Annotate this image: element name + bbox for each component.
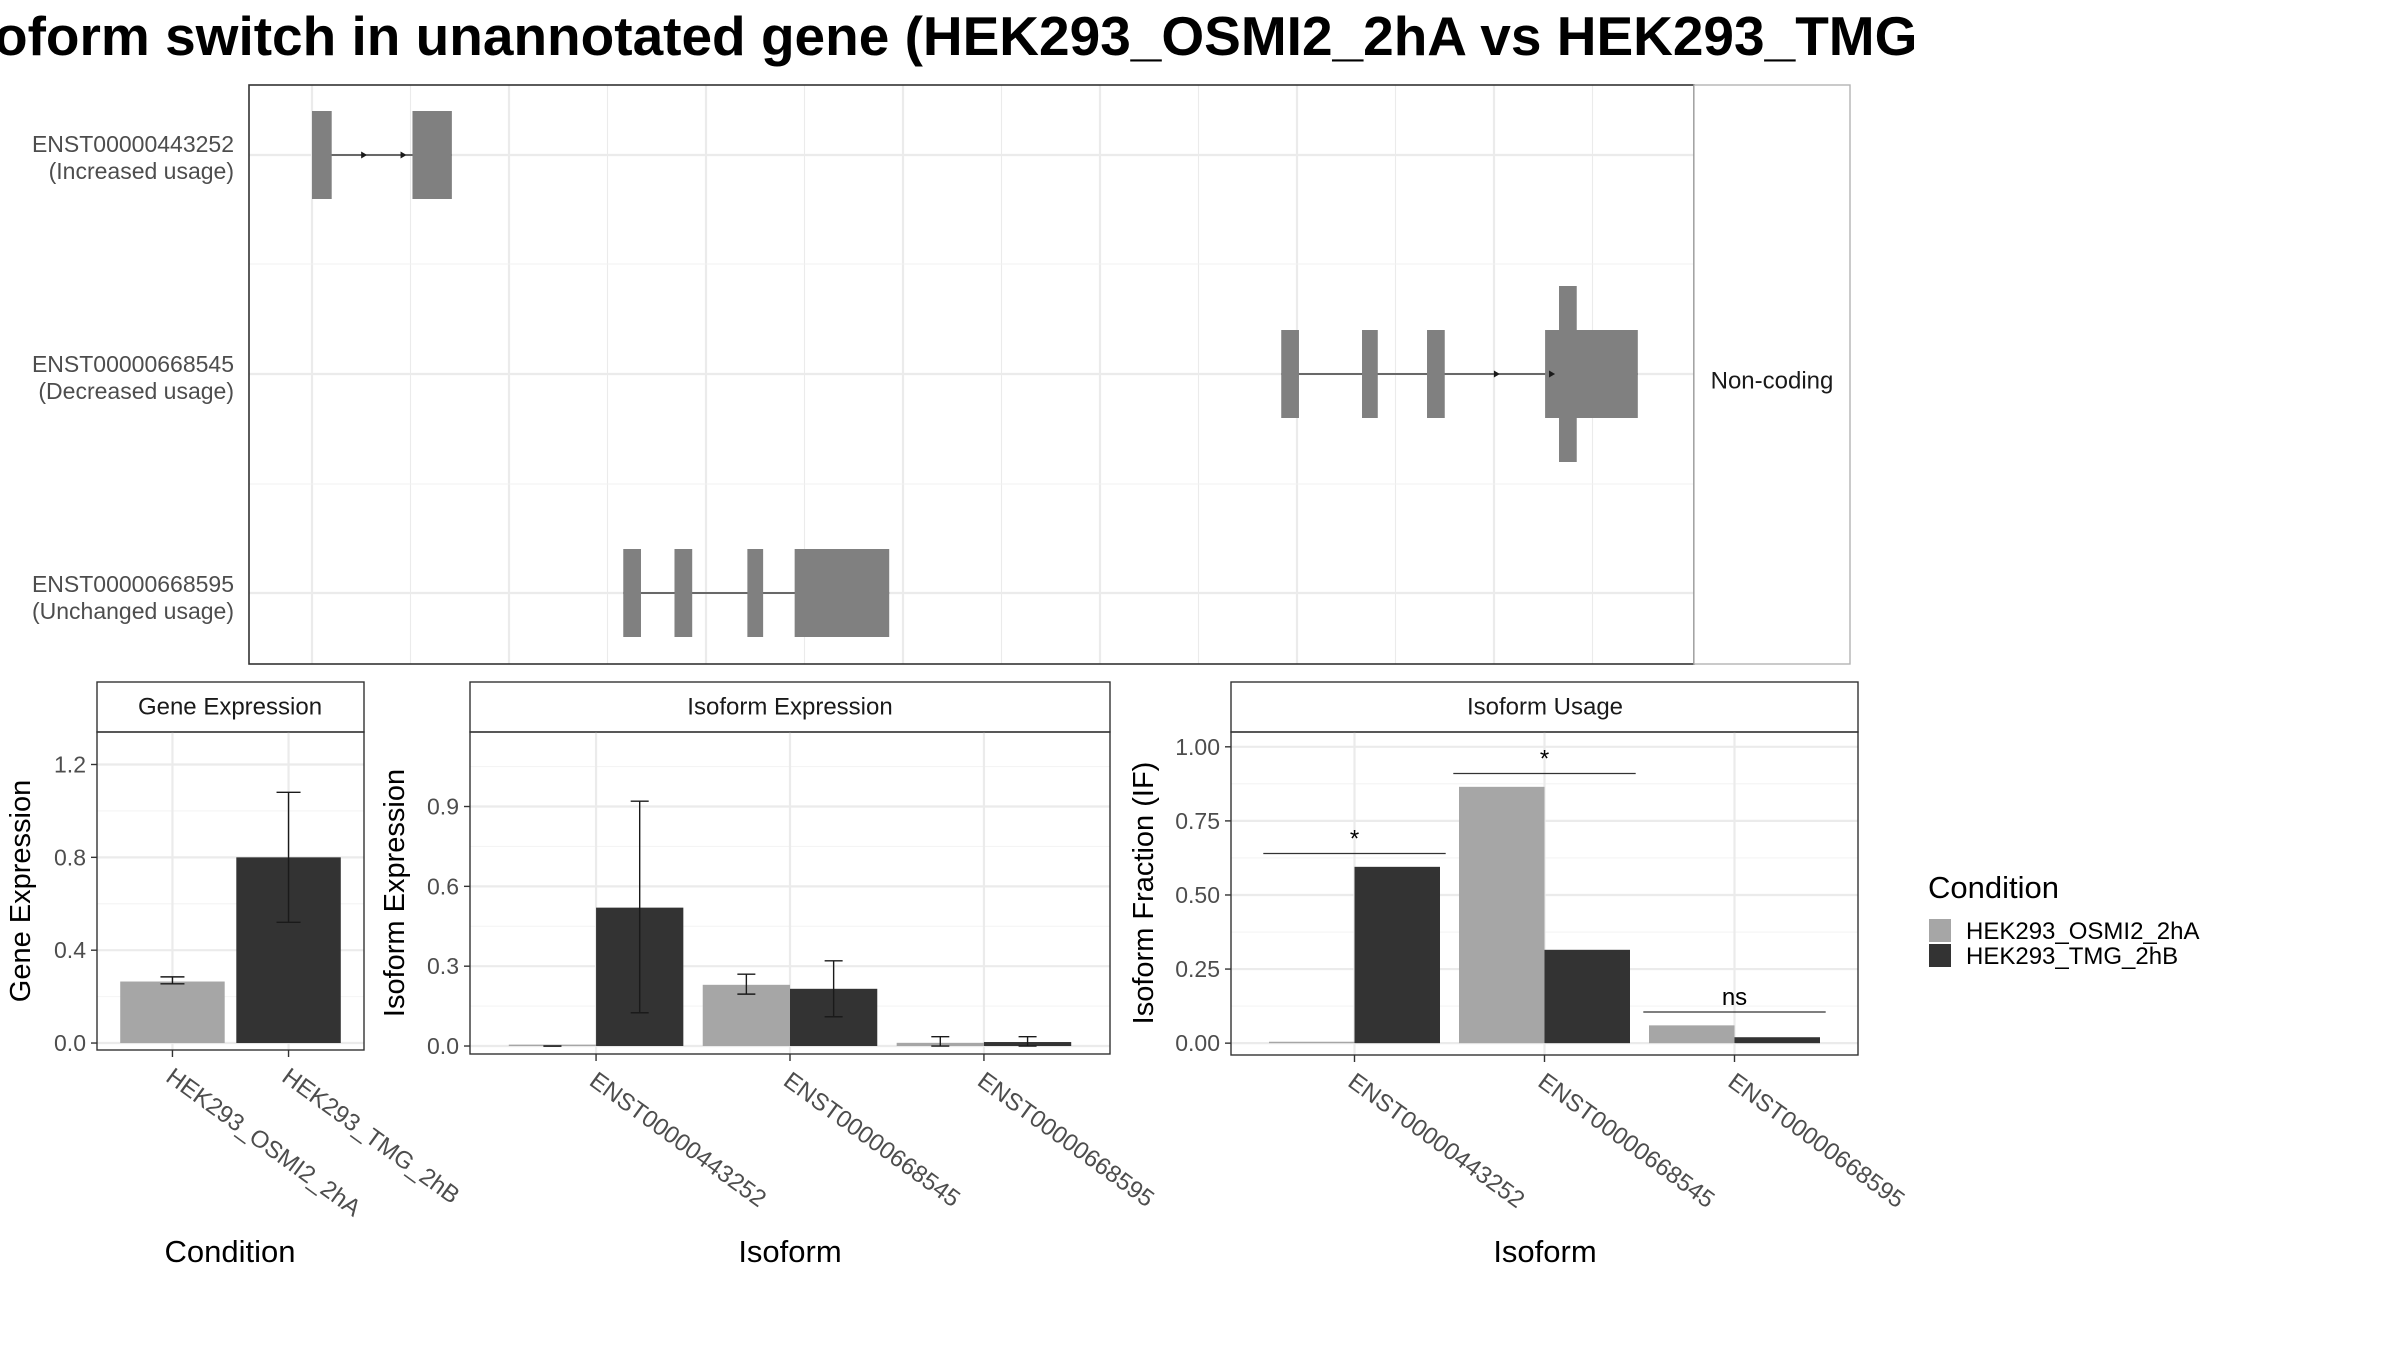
gene-expression-x-label: Condition [165,1234,296,1269]
bar [1649,1025,1735,1044]
y-tick-label: 0.9 [427,794,459,820]
legend-label-b: HEK293_TMG_2hB [1966,943,2178,970]
y-tick-label: 0.75 [1175,808,1220,834]
exon [1362,330,1378,418]
isoform-usage-x-label: Isoform [1493,1234,1596,1269]
legend-swatch-b [1929,944,1951,967]
y-tick-label: 0.3 [427,953,459,979]
x-tick-label: ENST00000443252 [1343,1068,1529,1214]
gene-tracks [312,111,1638,637]
x-tick-label: ENST00000668545 [778,1067,964,1213]
significance-label: * [1350,825,1359,852]
exon [674,549,693,637]
isoform-usage-y-ticks: 0.00 0.25 0.50 0.75 1.00 [1175,734,1231,1056]
gene-expression-title: Gene Expression [138,693,322,720]
isoform-labels: ENST00000443252 (Increased usage) ENST00… [32,131,234,624]
isoform-expression-panel: Isoform Expression 0.0 0.3 0.6 0.9 ENST0000… [379,681,1159,1269]
y-tick-label: 0.25 [1175,956,1220,982]
exon [1281,330,1299,418]
bar [1459,786,1545,1044]
isoform-usage-label: (Increased usage) [49,158,234,184]
bar [1354,866,1440,1044]
x-tick-label: ENST00000668595 [972,1067,1158,1213]
strand-arrow [400,151,407,159]
gene-expression-y-label: Gene Expression [5,780,37,1002]
bar [702,984,790,1047]
y-tick-label: 0.4 [54,937,86,963]
bar [1544,949,1630,1044]
isoform-usage-title: Isoform Usage [1467,693,1623,720]
exon [1559,286,1577,462]
x-tick-label: ENST00000443252 [585,1067,771,1213]
coding-strip-label: Non-coding [1711,367,1834,394]
isoform-usage-y-label: Isoform Fraction (IF) [1128,762,1160,1025]
exon [312,111,332,199]
legend: Condition HEK293_OSMI2_2hA HEK293_TMG_2h… [1928,870,2199,970]
coding-strip [1693,84,1851,665]
significance-label: ns [1722,984,1747,1011]
isoform-usage-strip [1230,681,1859,733]
bar [1734,1037,1820,1044]
isoform-usage-label: (Decreased usage) [38,378,234,404]
bar [120,981,225,1044]
legend-label-a: HEK293_OSMI2_2hA [1966,918,2199,945]
isoform-expression-title: Isoform Expression [687,693,892,720]
exon [747,549,764,637]
strand-arrow [361,151,368,159]
isoform-usage-bars [1269,786,1820,1044]
y-tick-label: 0.00 [1175,1030,1220,1056]
y-tick-label: 0.8 [54,844,86,870]
isoform-usage-label: (Unchanged usage) [32,598,234,624]
bar [1269,1041,1355,1044]
isoform-expression-x-ticks: ENST00000443252 ENST00000668545 ENST000006… [585,1054,1159,1213]
isoform-usage-significance: * * ns [1263,745,1826,1013]
x-tick-label: ENST00000668545 [1533,1068,1719,1214]
x-tick-label: HEK293_OSMI2_2hA [161,1063,366,1222]
exon [1427,330,1445,418]
isoform-usage-x-ticks: ENST00000443252 ENST00000668545 ENST000006… [1343,1055,1909,1214]
y-tick-label: 1.2 [54,751,86,777]
isoform-id-label: ENST00000668595 [32,571,234,597]
isoform-expression-x-label: Isoform [738,1234,841,1269]
isoform-usage-panel: Isoform Usage **ns 0.000.250.500.751.00 … [1128,681,1909,1269]
gene-expression-border [96,731,365,1051]
significance-label: * [1540,745,1549,772]
gene-expression-strip [96,681,365,733]
y-tick-label: 1.00 [1175,734,1220,760]
y-tick-label: 0.6 [427,873,459,899]
exon [623,549,641,637]
legend-swatch-a [1929,919,1951,942]
y-tick-label: 0.0 [54,1030,86,1056]
gene-expression-bars [120,791,341,1044]
gene-expression-y-ticks: 0.0 0.4 0.8 1.2 [54,751,97,1056]
y-tick-label: 0.50 [1175,882,1220,908]
y-tick-label: 0.0 [427,1033,459,1059]
exon [794,549,890,637]
strand-arrow [1493,370,1500,378]
x-tick-label: ENST00000668595 [1723,1068,1909,1214]
gene-structure-panel: Non-coding ENST00000443252 (Increased us… [32,84,1851,665]
isoform-id-label: ENST00000668545 [32,351,234,377]
exon [412,111,452,199]
figure-title: oform switch in unannotated gene (HEK293… [0,5,1917,67]
isoform-id-label: ENST00000443252 [32,131,234,157]
isoform-expression-y-ticks: 0.0 0.3 0.6 0.9 [427,794,470,1059]
legend-title: Condition [1928,870,2059,905]
strand-arrow [1549,370,1556,378]
isoform-expression-y-label: Isoform Expression [379,769,411,1017]
isoform-expression-bars [508,800,1072,1047]
